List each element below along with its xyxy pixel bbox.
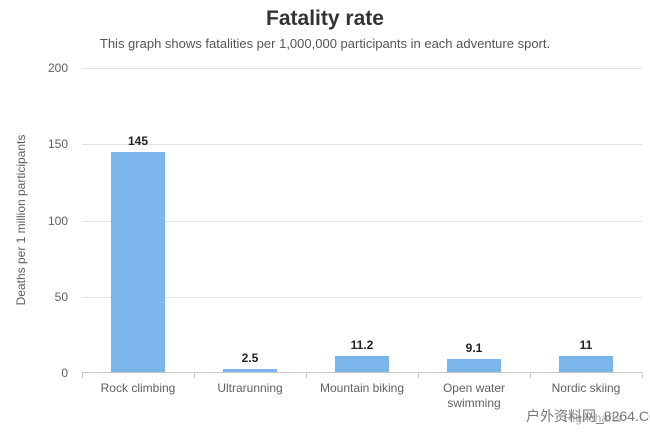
gridline-y-100 — [82, 220, 642, 222]
x-category-label: Mountain biking — [319, 381, 405, 395]
highcharts-credit[interactable]: Highcharts — [564, 411, 622, 425]
column-mountain-biking: 11.2 — [306, 68, 418, 373]
column-nordic-skiing: 11 — [530, 68, 642, 373]
column-open-water-swimming: 9.1 — [418, 68, 530, 373]
bar-open-water-swimming[interactable] — [447, 359, 501, 373]
site-watermark: 户外资料网_8264.COM — [526, 408, 650, 424]
x-category-label: Open water swimming — [442, 381, 506, 410]
gridline-y-150 — [82, 144, 642, 146]
x-category-label: Rock climbing — [100, 381, 176, 395]
bar-value-label: 11 — [579, 338, 593, 353]
gridline-y-50 — [82, 296, 642, 298]
bar-value-label: 2.5 — [241, 351, 259, 366]
x-category-label: Nordic skiing — [551, 381, 621, 395]
y-tick-label: 200 — [47, 61, 68, 75]
bar-rock-climbing[interactable] — [111, 151, 165, 373]
chart-title: Fatality rate — [266, 7, 384, 30]
chart-subtitle: This graph shows fatalities per 1,000,00… — [99, 36, 551, 51]
x-axis-tick — [82, 373, 83, 378]
bar-mountain-biking[interactable] — [335, 355, 389, 373]
gridline-y-200 — [82, 68, 642, 69]
column-rock-climbing: 145 — [82, 68, 194, 373]
y-tick-label: 0 — [61, 366, 68, 380]
y-tick-label: 150 — [47, 137, 68, 152]
bar-value-label: 145 — [127, 133, 149, 148]
x-category-label: Ultrarunning — [217, 381, 283, 395]
column-ultrarunning: 2.5 — [194, 68, 306, 373]
bar-nordic-skiing[interactable] — [559, 356, 613, 373]
x-axis-tick — [530, 373, 531, 378]
x-axis-tick — [642, 373, 643, 378]
x-axis-line — [82, 372, 642, 373]
x-axis-tick — [306, 373, 307, 378]
plot-area: 145 2.5 11.2 9.1 11 — [82, 68, 642, 373]
x-axis-tick — [194, 373, 195, 378]
bar-value-label: 11.2 — [350, 337, 374, 352]
y-tick-label: 50 — [54, 289, 68, 304]
y-tick-label: 100 — [47, 213, 68, 228]
x-axis-tick — [418, 373, 419, 378]
bar-ultrarunning[interactable] — [223, 369, 277, 373]
bar-value-label: 9.1 — [465, 341, 483, 356]
